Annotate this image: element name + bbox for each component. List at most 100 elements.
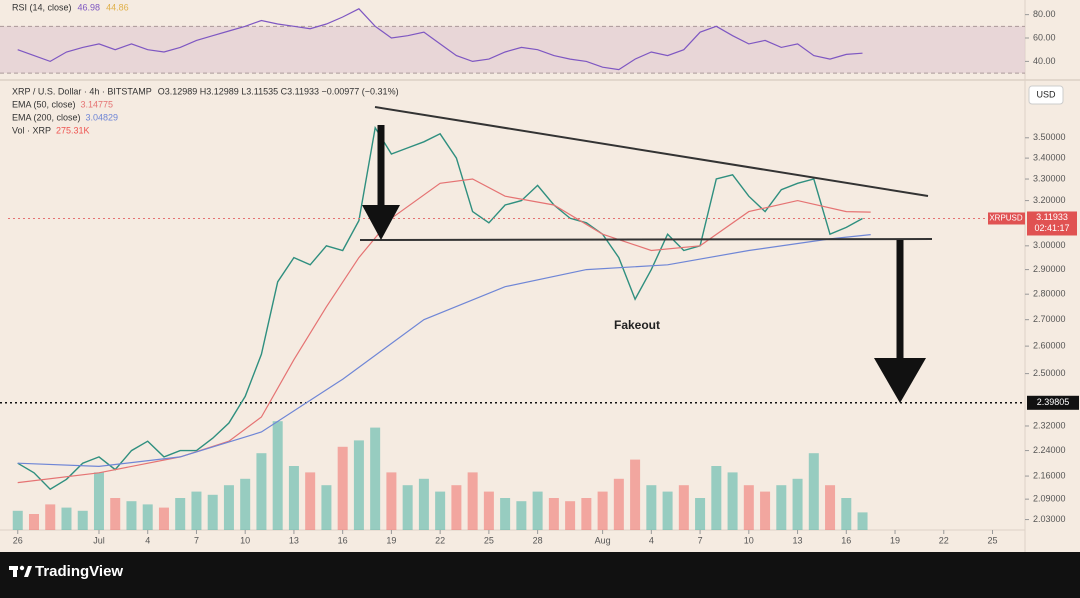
volume-bar: [12, 510, 23, 530]
volume-bar: [207, 494, 218, 530]
rsi-tick-label: 80.00: [1033, 9, 1056, 19]
price-label: 3.11933: [1036, 212, 1068, 222]
y-tick-label: 2.50000: [1033, 368, 1066, 378]
volume-bar: [581, 498, 592, 530]
volume-bar: [646, 485, 657, 530]
x-tick-label: 10: [240, 535, 250, 545]
brand: TradingView: [35, 563, 123, 580]
x-tick-label: 7: [194, 535, 199, 545]
volume-bar: [613, 478, 624, 530]
volume-bar: [841, 498, 852, 530]
volume-bar: [93, 472, 104, 530]
volume-bar: [158, 507, 169, 530]
volume-bar: [175, 498, 186, 530]
volume-bar: [857, 512, 868, 530]
volume-bar: [597, 491, 608, 530]
rsi-tick-label: 60.00: [1033, 32, 1056, 42]
price-line: [17, 125, 863, 491]
volume-bar: [418, 478, 429, 530]
volume-bar: [532, 491, 543, 530]
volume-bar: [825, 485, 836, 530]
x-tick-label: 26: [13, 535, 23, 545]
y-tick-label: 2.16000: [1033, 470, 1066, 480]
trendline: [374, 106, 929, 197]
y-tick-label: 2.09000: [1033, 494, 1066, 504]
ema-line: [17, 234, 871, 468]
symbol-box: [988, 212, 1025, 225]
x-tick-label: 25: [988, 535, 998, 545]
volume-bar: [662, 491, 673, 530]
volume-bar: [548, 498, 559, 530]
footer: [0, 552, 1080, 598]
x-tick-label: 7: [698, 535, 703, 545]
volume-bar: [288, 466, 299, 530]
rsi-line: [17, 8, 863, 71]
legend-ohlc: O3.12989 H3.12989 L3.11535 C3.11933 −0.0…: [158, 86, 399, 96]
y-tick-label: 2.80000: [1033, 289, 1066, 299]
legend-value: 3.04829: [86, 112, 119, 122]
volume-bar: [321, 485, 332, 530]
y-tick-label: 3.00000: [1033, 240, 1066, 250]
symbol-label: XRPUSD: [989, 214, 1023, 223]
volume-bar: [353, 440, 364, 530]
volume-bar: [500, 498, 511, 530]
volume-bar: [77, 510, 88, 530]
legend-symbol: XRP / U.S. Dollar · 4h · BITSTAMP: [12, 86, 152, 96]
volume-bar: [695, 498, 706, 530]
volume-bar: [337, 446, 348, 530]
volume-bar: [402, 485, 413, 530]
volume-bar: [808, 453, 819, 530]
rsi-tick-label: 40.00: [1033, 56, 1056, 66]
volume-bar: [711, 466, 722, 530]
y-tick-label: 3.20000: [1033, 195, 1066, 205]
volume-bar: [727, 472, 738, 530]
volume-bar: [305, 472, 316, 530]
y-tick-label: 2.90000: [1033, 264, 1066, 274]
rsi-ma-value: 44.86: [106, 2, 129, 12]
arrow: [874, 240, 926, 403]
legend-value: 3.14775: [81, 99, 114, 109]
volume-bar: [256, 453, 267, 530]
price-box: [1027, 211, 1077, 236]
level-label: 2.39805: [1037, 397, 1070, 407]
y-tick-label: 2.70000: [1033, 314, 1066, 324]
annotation: Fakeout: [614, 318, 660, 332]
volume-bar: [61, 507, 72, 530]
y-tick-label: 3.30000: [1033, 173, 1066, 183]
volume-bar: [126, 501, 137, 530]
rsi-title: RSI (14, close): [12, 2, 72, 12]
volume-bar: [223, 485, 234, 530]
volume-bar: [45, 504, 56, 530]
legend-value: 275.31K: [56, 125, 90, 135]
volume-bar: [240, 478, 251, 530]
currency-button[interactable]: [1028, 85, 1064, 105]
legend-name: Vol · XRP: [12, 125, 51, 135]
x-tick-label: 13: [289, 535, 299, 545]
y-tick-label: 2.60000: [1033, 340, 1066, 350]
volume-bar: [142, 504, 153, 530]
legend-name: EMA (50, close): [12, 99, 76, 109]
x-tick-label: 22: [939, 535, 949, 545]
volume-bar: [370, 427, 381, 530]
volume-bar: [743, 485, 754, 530]
x-tick-label: 25: [484, 535, 494, 545]
volume-bar: [516, 501, 527, 530]
volume-bar: [467, 472, 478, 530]
chart-background: [0, 0, 1080, 552]
volume-bar: [776, 485, 787, 530]
volume-bar: [451, 485, 462, 530]
x-tick-label: 16: [841, 535, 851, 545]
ema-line: [17, 178, 871, 484]
logo-icon: [9, 565, 32, 577]
volume-bar: [28, 514, 39, 530]
support-line: [359, 238, 933, 241]
x-tick-label: Aug: [595, 535, 611, 545]
x-tick-label: 13: [793, 535, 803, 545]
volume-bar: [630, 459, 641, 530]
y-tick-label: 3.50000: [1033, 132, 1066, 142]
y-tick-label: 2.03000: [1033, 514, 1066, 524]
rsi-value: 46.98: [78, 2, 101, 12]
currency-label: USD: [1036, 89, 1056, 99]
